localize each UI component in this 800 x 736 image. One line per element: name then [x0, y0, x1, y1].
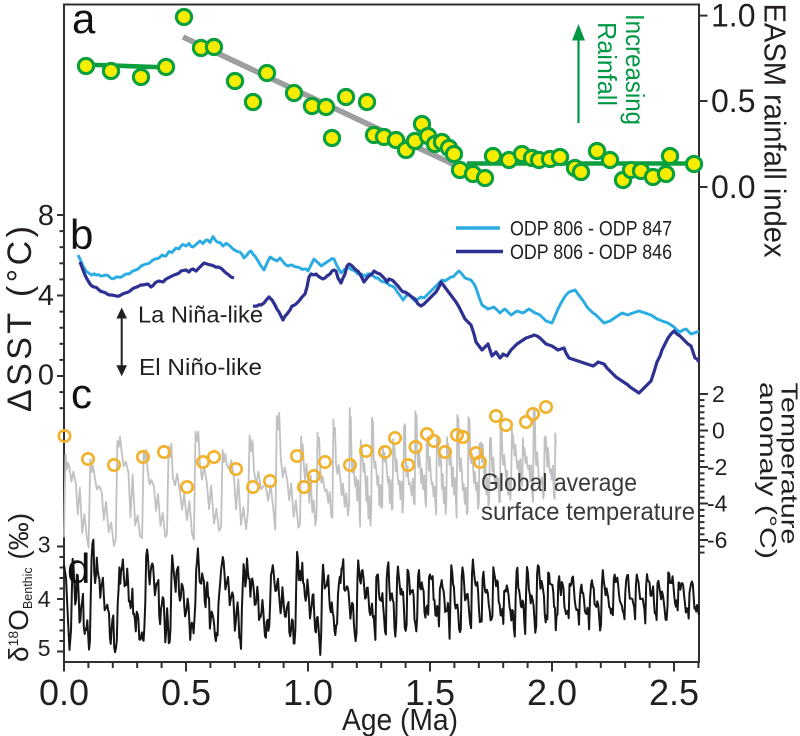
svg-text:8: 8 [38, 200, 54, 232]
svg-text:EASM rainfall index: EASM rainfall index [758, 4, 793, 258]
svg-text:Increasing: Increasing [620, 14, 650, 125]
svg-text:2.0: 2.0 [527, 672, 577, 713]
svg-text:1.0: 1.0 [711, 0, 755, 34]
svg-text:2.5: 2.5 [649, 672, 699, 713]
svg-text:surface temperature: surface temperature [481, 498, 695, 526]
svg-text:anomaly (°C): anomaly (°C) [755, 382, 781, 559]
svg-text:1.0: 1.0 [283, 672, 333, 713]
svg-text:-2: -2 [707, 454, 727, 480]
svg-text:0: 0 [38, 360, 54, 392]
svg-text:3: 3 [38, 532, 51, 558]
svg-text:-4: -4 [707, 491, 728, 517]
svg-text:ODP 806 - ODP 847: ODP 806 - ODP 847 [510, 218, 672, 241]
svg-text:Global average: Global average [481, 469, 637, 497]
svg-text:ΔSST (°C): ΔSST (°C) [1, 226, 39, 412]
svg-text:4: 4 [38, 280, 54, 312]
svg-text:Age (Ma): Age (Ma) [342, 702, 458, 736]
svg-text:a: a [72, 0, 96, 42]
svg-text:2: 2 [712, 381, 725, 407]
svg-text:4: 4 [38, 586, 51, 612]
svg-text:El Niño-like: El Niño-like [139, 354, 262, 380]
svg-text:0.5: 0.5 [161, 672, 211, 713]
svg-text:Rainfall: Rainfall [592, 22, 622, 106]
svg-text:0.5: 0.5 [711, 83, 755, 119]
svg-text:La Niña-like: La Niña-like [138, 302, 263, 328]
svg-text:b: b [70, 211, 93, 258]
svg-text:-6: -6 [707, 527, 727, 553]
svg-text:0: 0 [712, 418, 725, 444]
svg-text:d: d [67, 545, 90, 592]
svg-text:5: 5 [38, 635, 51, 661]
svg-text:ODP 806 - ODP 846: ODP 806 - ODP 846 [510, 241, 672, 264]
svg-text:Temperature: Temperature [777, 383, 800, 545]
svg-text:1.5: 1.5 [405, 672, 455, 713]
svg-text:0.0: 0.0 [711, 169, 755, 205]
svg-text:0.0: 0.0 [39, 672, 89, 713]
svg-text:c: c [71, 370, 92, 417]
